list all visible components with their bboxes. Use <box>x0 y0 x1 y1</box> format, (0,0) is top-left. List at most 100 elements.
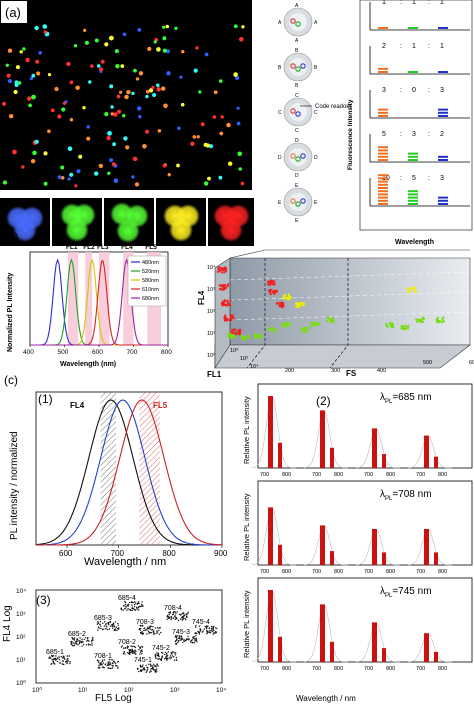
bead-dot <box>76 169 81 174</box>
bead-dot <box>119 90 123 94</box>
c3-point <box>75 643 78 645</box>
c3-y-tick-label: 10² <box>16 634 26 641</box>
z-tick-label: 10² <box>207 309 215 315</box>
c3-point <box>170 653 172 655</box>
c3-point <box>198 625 201 627</box>
c3-point <box>194 638 196 641</box>
scatter3d-point <box>225 267 228 270</box>
scatter3d-gridline <box>229 291 471 301</box>
bead-blob <box>13 218 37 242</box>
ratio-bar-segment <box>438 27 448 29</box>
c3-x-tick-label: 10³ <box>170 687 180 694</box>
c3-point <box>203 628 205 630</box>
c3-point <box>206 633 208 635</box>
bead-dot <box>145 94 149 99</box>
scatter3d-point <box>280 305 283 309</box>
bead-dot <box>28 103 32 108</box>
y-tick-label: 300 <box>331 368 340 374</box>
c3-point <box>148 663 150 665</box>
c3-point <box>117 661 119 663</box>
c3-point <box>92 639 94 641</box>
bead-dot <box>166 71 171 76</box>
bead-dot <box>78 154 83 159</box>
c3-point <box>208 630 210 632</box>
scatter3d-point <box>400 324 403 328</box>
scatter3d-point <box>299 304 302 307</box>
c3-cluster-label: 745-2 <box>152 645 170 652</box>
c3-point <box>116 629 118 632</box>
c3-point <box>97 661 100 663</box>
bead-dot <box>43 30 47 34</box>
c3-point <box>109 625 112 627</box>
bead-letter-left: B <box>278 65 282 71</box>
c3-point <box>182 612 185 614</box>
c3-point <box>169 655 172 657</box>
c3-point <box>146 670 148 672</box>
c3-point <box>52 661 55 663</box>
c3-point <box>148 671 151 673</box>
scatter3d-point <box>223 268 226 272</box>
scatter3d-point <box>226 299 229 302</box>
ratio-bar-segment <box>378 196 388 199</box>
c3-point <box>96 659 99 661</box>
c3-point <box>175 635 177 637</box>
c3-point <box>141 652 143 655</box>
c3-point <box>133 603 136 606</box>
c3-point <box>185 618 187 621</box>
ratio-bar-segment <box>378 177 388 180</box>
ratio-c: 3 <box>440 87 444 94</box>
ratio-colon: : <box>428 131 430 138</box>
bead-dot <box>163 103 168 109</box>
scatter3d-point <box>295 303 298 306</box>
bead-letter-left: C <box>278 110 282 116</box>
c3-point <box>147 667 149 669</box>
c3-point <box>105 624 107 626</box>
c3-point <box>170 651 172 654</box>
ratio-c: 3 <box>440 175 444 182</box>
scatter3d-point <box>224 314 227 317</box>
scatter3d-point <box>230 336 233 339</box>
c3-point <box>141 665 143 667</box>
bead-dot <box>235 76 240 80</box>
bead-dot <box>69 172 74 177</box>
c2-x-tick-label: 800 <box>282 472 291 478</box>
scatter3d-point <box>316 323 319 326</box>
c3-point <box>212 626 214 629</box>
scatter3d-point <box>281 325 285 329</box>
c3-point <box>182 617 185 619</box>
c2-red-bar <box>372 428 377 468</box>
scatter3d-plane-edge <box>329 258 349 369</box>
c3-point <box>212 633 214 635</box>
bead-dot <box>156 87 161 92</box>
c3-point <box>148 632 150 634</box>
bead-dot <box>60 176 65 180</box>
scatter3d-point <box>223 316 226 319</box>
c3-point <box>59 662 61 664</box>
scatter3d-point <box>414 290 417 293</box>
c3-point <box>179 614 182 616</box>
c3-point <box>155 668 158 670</box>
c1-fl4-label: FL4 <box>70 401 85 410</box>
ratio-colon: : <box>400 0 402 6</box>
c3-point <box>154 627 156 629</box>
bead-dot <box>122 114 126 118</box>
c3-point <box>71 636 73 639</box>
c3-point <box>175 656 178 659</box>
scatter3d-point <box>278 304 281 307</box>
c3-point <box>112 627 114 629</box>
scatter3d-point <box>273 292 276 295</box>
bead-dot <box>124 94 129 100</box>
c3-point <box>187 612 189 615</box>
c3-point <box>99 623 101 626</box>
scatter3d-gridline <box>229 271 471 281</box>
c3-point <box>211 627 213 630</box>
c3-point <box>171 651 174 653</box>
c3-point <box>48 657 50 659</box>
qd-ring <box>295 156 301 162</box>
y-tick-label: 200 <box>285 368 294 374</box>
scatter3d-point <box>227 283 230 286</box>
c3-point <box>193 635 195 638</box>
c3-point <box>173 659 176 661</box>
filter-band-FL2 <box>85 252 93 345</box>
bead-dot <box>195 46 199 50</box>
